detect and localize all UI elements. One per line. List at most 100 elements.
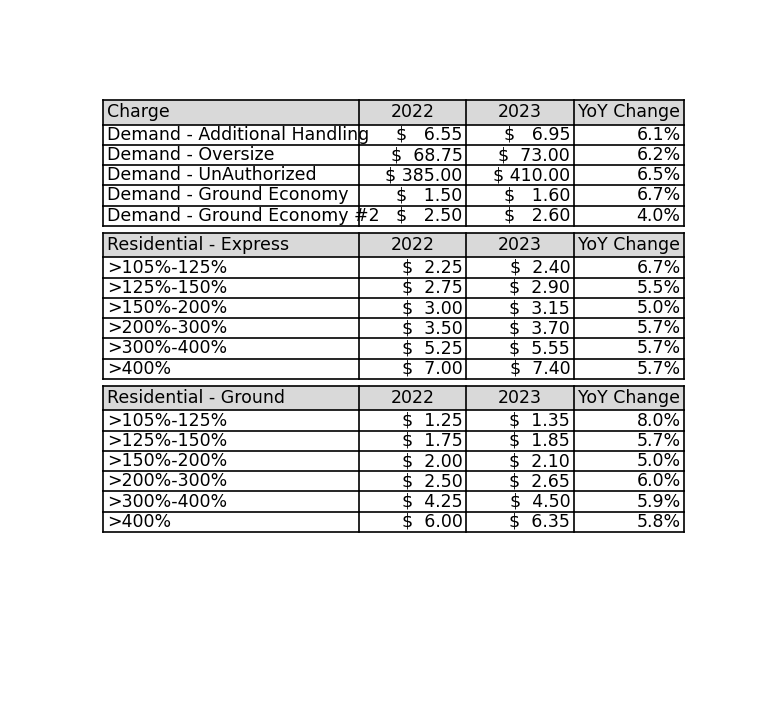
Bar: [466, 100, 574, 125]
Text: 8.0%: 8.0%: [637, 412, 680, 430]
Bar: [359, 359, 466, 379]
Text: >200%-300%: >200%-300%: [107, 319, 227, 337]
Text: $  2.40: $ 2.40: [510, 258, 570, 276]
Bar: [574, 410, 684, 431]
Text: $  3.50: $ 3.50: [402, 319, 463, 337]
Text: $  3.70: $ 3.70: [509, 319, 570, 337]
Bar: [103, 125, 359, 145]
Text: $   1.50: $ 1.50: [396, 186, 463, 204]
Text: >105%-125%: >105%-125%: [107, 412, 227, 430]
Text: $  2.90: $ 2.90: [509, 279, 570, 297]
Text: >125%-150%: >125%-150%: [107, 432, 227, 450]
Text: 2023: 2023: [498, 104, 542, 122]
Text: $   2.60: $ 2.60: [504, 207, 570, 225]
Bar: [466, 278, 574, 298]
Bar: [574, 359, 684, 379]
Bar: [574, 278, 684, 298]
Text: 2022: 2022: [390, 236, 435, 254]
Text: 5.7%: 5.7%: [637, 432, 680, 450]
Bar: [466, 386, 574, 410]
Text: $  7.00: $ 7.00: [402, 360, 463, 378]
Bar: [574, 451, 684, 471]
Text: 5.7%: 5.7%: [637, 319, 680, 337]
Bar: [359, 258, 466, 278]
Bar: [103, 185, 359, 206]
Bar: [103, 100, 359, 125]
Bar: [466, 206, 574, 226]
Text: $  73.00: $ 73.00: [498, 146, 570, 164]
Bar: [359, 431, 466, 451]
Text: $  2.75: $ 2.75: [402, 279, 463, 297]
Text: >300%-400%: >300%-400%: [107, 492, 227, 510]
Text: 6.5%: 6.5%: [637, 166, 680, 184]
Text: 5.5%: 5.5%: [637, 279, 680, 297]
Bar: [103, 471, 359, 491]
Text: $ 410.00: $ 410.00: [493, 166, 570, 184]
Bar: [359, 471, 466, 491]
Text: $  4.50: $ 4.50: [510, 492, 570, 510]
Text: $  2.50: $ 2.50: [402, 472, 463, 490]
Bar: [103, 338, 359, 359]
Bar: [359, 512, 466, 532]
Text: $  7.40: $ 7.40: [510, 360, 570, 378]
Text: 2022: 2022: [390, 390, 435, 408]
Bar: [359, 278, 466, 298]
Bar: [466, 512, 574, 532]
Text: Demand - Oversize: Demand - Oversize: [107, 146, 274, 164]
Text: >125%-150%: >125%-150%: [107, 279, 227, 297]
Text: $  2.10: $ 2.10: [509, 452, 570, 470]
Bar: [359, 491, 466, 512]
Text: Residential - Express: Residential - Express: [107, 236, 289, 254]
Text: >150%-200%: >150%-200%: [107, 452, 227, 470]
Bar: [466, 165, 574, 185]
Text: YoY Change: YoY Change: [578, 104, 680, 122]
Bar: [103, 318, 359, 338]
Text: YoY Change: YoY Change: [578, 236, 680, 254]
Text: $   6.55: $ 6.55: [396, 126, 463, 144]
Text: $  2.25: $ 2.25: [402, 258, 463, 276]
Bar: [103, 233, 359, 258]
Text: $  2.00: $ 2.00: [402, 452, 463, 470]
Bar: [466, 185, 574, 206]
Text: 5.0%: 5.0%: [637, 452, 680, 470]
Bar: [103, 359, 359, 379]
Bar: [466, 258, 574, 278]
Text: $  1.85: $ 1.85: [509, 432, 570, 450]
Bar: [466, 431, 574, 451]
Text: $  1.25: $ 1.25: [402, 412, 463, 430]
Bar: [359, 206, 466, 226]
Text: 5.8%: 5.8%: [637, 513, 680, 531]
Bar: [103, 165, 359, 185]
Text: 5.9%: 5.9%: [637, 492, 680, 510]
Text: >105%-125%: >105%-125%: [107, 258, 227, 276]
Text: 5.7%: 5.7%: [637, 340, 680, 358]
Bar: [466, 125, 574, 145]
Text: $  3.00: $ 3.00: [402, 299, 463, 317]
Bar: [359, 125, 466, 145]
Bar: [466, 471, 574, 491]
Bar: [359, 318, 466, 338]
Bar: [574, 125, 684, 145]
Bar: [359, 338, 466, 359]
Text: $  6.00: $ 6.00: [402, 513, 463, 531]
Text: 2022: 2022: [390, 104, 435, 122]
Text: >400%: >400%: [107, 360, 170, 378]
Bar: [574, 491, 684, 512]
Text: $  3.15: $ 3.15: [509, 299, 570, 317]
Bar: [466, 233, 574, 258]
Bar: [359, 100, 466, 125]
Bar: [103, 512, 359, 532]
Bar: [466, 298, 574, 318]
Bar: [466, 318, 574, 338]
Bar: [574, 386, 684, 410]
Text: 4.0%: 4.0%: [637, 207, 680, 225]
Bar: [466, 338, 574, 359]
Bar: [359, 386, 466, 410]
Text: Demand - Additional Handling: Demand - Additional Handling: [107, 126, 369, 144]
Bar: [574, 471, 684, 491]
Bar: [359, 165, 466, 185]
Text: YoY Change: YoY Change: [578, 390, 680, 408]
Bar: [466, 410, 574, 431]
Bar: [574, 185, 684, 206]
Bar: [359, 185, 466, 206]
